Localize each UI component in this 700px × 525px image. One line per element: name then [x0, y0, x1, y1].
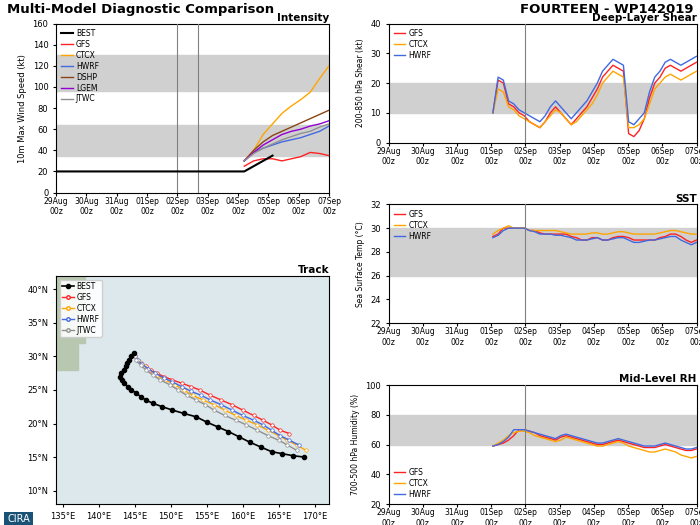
- Y-axis label: Sea Surface Temp (°C): Sea Surface Temp (°C): [356, 221, 365, 307]
- Legend: BEST, GFS, CTCX, HWRF, DSHP, LGEM, JTWC: BEST, GFS, CTCX, HWRF, DSHP, LGEM, JTWC: [60, 27, 100, 105]
- Bar: [56, 125, 329, 155]
- Text: Intensity: Intensity: [276, 13, 329, 23]
- Bar: [389, 228, 696, 276]
- Bar: [56, 55, 329, 91]
- Legend: GFS, CTCX, HWRF: GFS, CTCX, HWRF: [392, 27, 433, 61]
- Y-axis label: 200-850 hPa Shear (kt): 200-850 hPa Shear (kt): [356, 39, 365, 128]
- Text: SST: SST: [675, 194, 696, 204]
- Bar: [389, 83, 696, 113]
- Text: CIRA: CIRA: [7, 514, 29, 524]
- Y-axis label: 10m Max Wind Speed (kt): 10m Max Wind Speed (kt): [18, 54, 27, 163]
- Legend: GFS, CTCX, HWRF: GFS, CTCX, HWRF: [392, 208, 433, 242]
- Y-axis label: 700-500 hPa Humidity (%): 700-500 hPa Humidity (%): [351, 394, 360, 495]
- Text: Track: Track: [298, 265, 329, 275]
- Legend: GFS, CTCX, HWRF: GFS, CTCX, HWRF: [392, 466, 433, 500]
- Bar: [389, 415, 696, 445]
- Text: Deep-Layer Shear: Deep-Layer Shear: [592, 13, 696, 23]
- Text: Mid-Level RH: Mid-Level RH: [619, 374, 696, 384]
- Text: FOURTEEN - WP142019: FOURTEEN - WP142019: [519, 3, 693, 16]
- Legend: BEST, GFS, CTCX, HWRF, JTWC: BEST, GFS, CTCX, HWRF, JTWC: [60, 280, 102, 337]
- Text: Multi-Model Diagnostic Comparison: Multi-Model Diagnostic Comparison: [7, 3, 274, 16]
